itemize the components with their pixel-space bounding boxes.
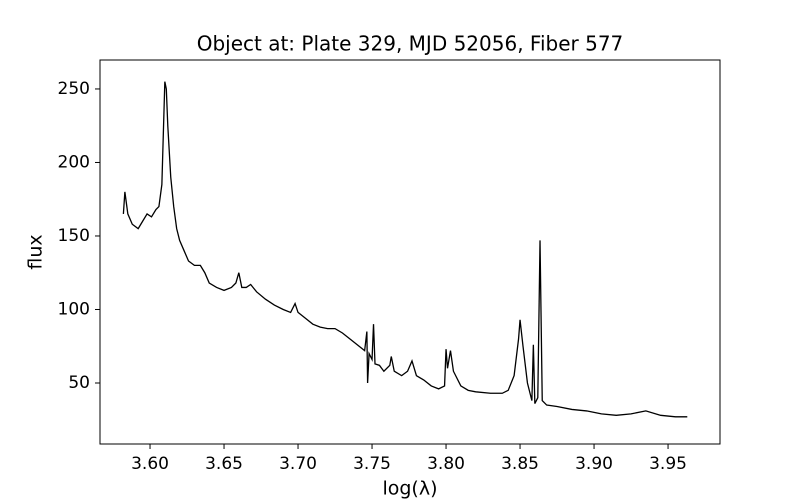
- y-tick-label: 150: [58, 226, 90, 246]
- y-axis-label: flux: [25, 234, 47, 269]
- y-tick-label: 200: [58, 152, 90, 172]
- x-tick-label: 3.85: [501, 454, 539, 474]
- x-tick-label: 3.60: [131, 454, 169, 474]
- plot-frame: [99, 59, 721, 445]
- x-tick-label: 3.70: [279, 454, 317, 474]
- chart-title: Object at: Plate 329, MJD 52056, Fiber 5…: [197, 32, 624, 56]
- x-axis-label: log(λ): [382, 478, 437, 500]
- y-tick-label: 250: [58, 79, 90, 99]
- x-tick-label: 3.65: [205, 454, 243, 474]
- y-tick-label: 100: [58, 299, 90, 319]
- spectrum-line: [122, 81, 688, 418]
- y-tick-label: 50: [68, 373, 90, 393]
- x-tick-label: 3.75: [353, 454, 391, 474]
- x-tick-label: 3.95: [649, 454, 687, 474]
- x-tick-label: 3.80: [427, 454, 465, 474]
- x-tick-label: 3.90: [575, 454, 613, 474]
